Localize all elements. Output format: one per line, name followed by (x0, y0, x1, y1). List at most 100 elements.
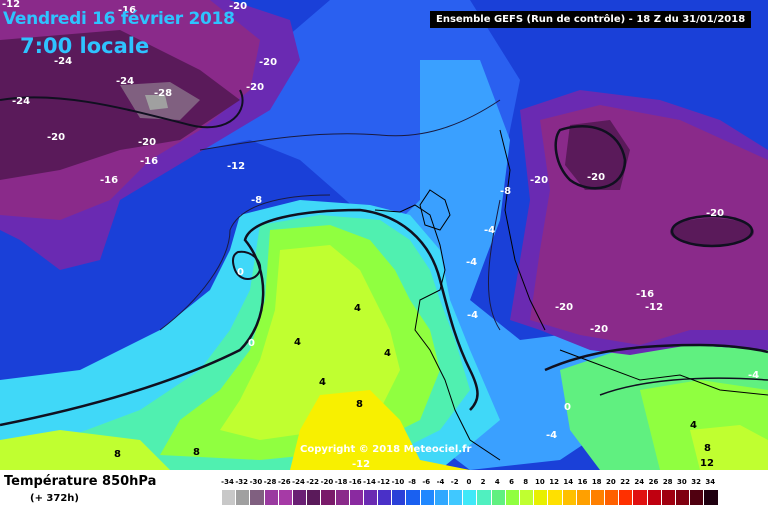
contour-label: 12 (700, 458, 714, 469)
contour-label: -16 (118, 5, 136, 16)
contour-label: -8 (500, 186, 511, 197)
contour-label: -28 (154, 88, 172, 99)
field-sw-green (0, 430, 170, 470)
contour-label: -20 (590, 324, 608, 335)
color-scale-swatch (647, 490, 662, 505)
color-scale-swatch (491, 490, 506, 505)
color-scale-swatch (420, 490, 435, 505)
color-scale-tick: -10 (391, 478, 405, 486)
forecast-date: Vendredi 16 février 2018 (3, 9, 235, 29)
color-scale-tick: 6 (509, 478, 514, 486)
color-scale-tick: 4 (494, 478, 500, 486)
color-scale-tick: 22 (620, 478, 630, 486)
color-scale-swatch (449, 490, 464, 505)
contour-label: 4 (294, 337, 301, 348)
contour-label: -4 (748, 370, 759, 381)
contour-label: 8 (114, 449, 121, 460)
color-scale-tick: 2 (480, 478, 486, 486)
color-scale-tick: 24 (634, 478, 645, 486)
color-scale-swatch (661, 490, 676, 505)
color-scale-tick: -16 (348, 478, 362, 486)
contour-label: -4 (467, 310, 478, 321)
color-scale-swatch (392, 490, 407, 505)
coastline-mediterranean (559, 349, 768, 396)
contour-label: -20 (138, 137, 156, 148)
color-scale-tick: -30 (249, 478, 263, 486)
color-scale-tick: 0 (466, 478, 472, 486)
lead-time: (+ 372h) (30, 493, 79, 504)
color-scale-tick: 16 (577, 478, 588, 486)
color-scale-swatch (363, 490, 379, 505)
contour-thin-a (199, 99, 501, 151)
model-run-info: Ensemble GEFS (Run de contrôle) - 18 Z d… (430, 11, 752, 28)
forecast-time: 7:00 locale (20, 34, 150, 58)
coastline-scandinavia (499, 129, 546, 331)
color-scale-tick: -22 (306, 478, 320, 486)
color-scale-tick: -18 (334, 478, 348, 486)
color-scale-swatch (264, 490, 279, 505)
color-scale-tick: -34 (221, 478, 234, 486)
color-scale-tick: -14 (363, 478, 376, 486)
color-scale-swatch (619, 490, 634, 505)
contour-thin-c (487, 199, 501, 331)
contour-minus20-a (554, 125, 627, 190)
contour-label: -16 (140, 156, 158, 167)
color-scale-swatches (222, 490, 719, 505)
color-scale-swatch (307, 490, 322, 505)
color-scale-swatch (349, 490, 364, 505)
contour-zero-loop (232, 250, 262, 280)
color-scale-tick: 28 (662, 478, 673, 486)
color-scale-swatch (292, 490, 308, 505)
contour-label: 4 (354, 303, 361, 314)
color-scale-swatch (676, 490, 691, 505)
color-scale-swatch (576, 490, 591, 505)
color-scale-swatch (519, 490, 535, 505)
color-scale-tick: 14 (563, 478, 574, 486)
color-scale-swatch (250, 490, 265, 505)
contour-label: -12 (2, 0, 20, 10)
contour-label: -4 (466, 257, 477, 268)
parameter-title: Température 850hPa (4, 474, 157, 489)
map-canvas: -12 -16 -20 -24 -24 -20 -24 -28 -20 -20 … (0, 0, 768, 470)
contour-label: 8 (193, 447, 200, 458)
color-scale-tick: -28 (263, 478, 277, 486)
color-scale-swatch (278, 490, 293, 505)
field-yellow-green (220, 245, 400, 440)
color-scale-swatch (548, 490, 563, 505)
color-scale-swatch (505, 490, 520, 505)
color-scale-swatch (406, 490, 421, 505)
color-scale-tick: 32 (691, 478, 701, 486)
contour-label: -20 (530, 175, 548, 186)
contour-label: -12 (352, 459, 370, 470)
color-scale-swatch (463, 490, 478, 505)
contour-label: -24 (12, 96, 30, 107)
color-scale-swatch (690, 490, 705, 505)
contour-label: 4 (690, 420, 697, 431)
contour-label: -20 (706, 208, 724, 219)
color-scale-swatch (605, 490, 620, 505)
temperature-map: -12 -16 -20 -24 -24 -20 -24 -28 -20 -20 … (0, 0, 768, 470)
color-scale-tick: -8 (408, 478, 416, 486)
color-scale-tick: -2 (450, 478, 459, 486)
color-scale-tick: 20 (606, 478, 616, 486)
field-yellow (290, 390, 470, 470)
color-scale-swatch (321, 490, 336, 505)
coastline-britain (419, 189, 451, 231)
color-scale-tick: -4 (436, 478, 445, 486)
contour-label: -12 (645, 302, 663, 313)
contour-label: -24 (116, 76, 134, 87)
contour-label: 4 (319, 377, 326, 388)
contour-label: -4 (546, 430, 557, 441)
legend-bar: Température 850hPa (+ 372h) -34 -32 -30 -28… (0, 470, 768, 512)
color-scale-swatch (335, 490, 350, 505)
contour-label: 8 (704, 443, 711, 454)
contour-minus20-b (670, 214, 754, 248)
contour-label: 0 (237, 267, 244, 278)
contour-label: -16 (100, 175, 118, 186)
color-scale-swatch (633, 490, 648, 505)
color-scale-swatch (236, 490, 251, 505)
field-se-yellow (690, 425, 768, 470)
field-nw-grey (145, 95, 168, 110)
contour-thin-b (159, 194, 331, 331)
